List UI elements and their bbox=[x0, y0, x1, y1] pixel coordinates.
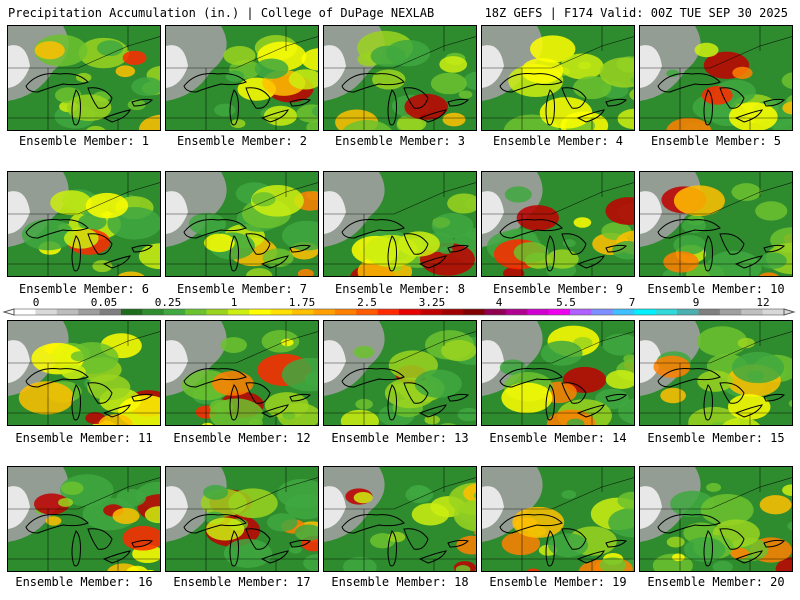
ensemble-map-panel bbox=[481, 25, 635, 131]
colorbar-swatch bbox=[206, 309, 229, 315]
colorbar-swatch bbox=[719, 309, 742, 315]
colorbar-swatch bbox=[441, 309, 464, 315]
ensemble-member-label: Ensemble Member: 5 bbox=[650, 134, 782, 148]
ensemble-map-panel bbox=[481, 466, 635, 572]
ensemble-map-panel bbox=[7, 171, 161, 277]
colorbar-tick-label: 0 bbox=[33, 296, 40, 309]
colorbar-swatch bbox=[762, 309, 785, 315]
colorbar-swatch bbox=[56, 309, 79, 315]
ensemble-member-label: Ensemble Member: 13 bbox=[331, 431, 469, 445]
colorbar-tick-label: 1 bbox=[231, 296, 238, 309]
colorbar-swatch bbox=[35, 309, 58, 315]
colorbar-swatch bbox=[677, 309, 699, 315]
colorbar-swatch bbox=[334, 309, 357, 315]
colorbar-swatch bbox=[570, 309, 592, 315]
colorbar-swatch bbox=[270, 309, 293, 315]
ensemble-member-label: Ensemble Member: 7 bbox=[176, 282, 308, 296]
product-title: Precipitation Accumulation (in.) | Colle… bbox=[8, 6, 435, 20]
ensemble-map-panel bbox=[481, 320, 635, 426]
colorbar-swatch bbox=[505, 309, 528, 315]
colorbar-swatch bbox=[142, 309, 165, 315]
ensemble-member-label: Ensemble Member: 6 bbox=[18, 282, 150, 296]
colorbar-swatch bbox=[292, 309, 314, 315]
colorbar-swatch bbox=[463, 309, 486, 315]
colorbar-tick-label: 1.75 bbox=[289, 296, 316, 309]
colorbar-swatch bbox=[634, 309, 657, 315]
colorbar-swatch bbox=[399, 309, 421, 315]
colorbar-swatch bbox=[14, 309, 36, 315]
ensemble-member-label: Ensemble Member: 14 bbox=[489, 431, 627, 445]
colorbar-swatch bbox=[484, 309, 507, 315]
ensemble-member-label: Ensemble Member: 1 bbox=[18, 134, 150, 148]
ensemble-map-panel bbox=[481, 171, 635, 277]
ensemble-map-panel bbox=[165, 171, 319, 277]
ensemble-map-panel bbox=[639, 171, 793, 277]
colorbar-swatch bbox=[249, 309, 272, 315]
colorbar-swatch bbox=[591, 309, 614, 315]
colorbar-swatch bbox=[527, 309, 550, 315]
colorbar-max-arrow bbox=[783, 308, 796, 316]
ensemble-map-panel bbox=[7, 466, 161, 572]
colorbar-tick-label: 0.05 bbox=[91, 296, 118, 309]
colorbar-swatch bbox=[99, 309, 122, 315]
colorbar-swatch bbox=[185, 309, 207, 315]
ensemble-map-panel bbox=[165, 320, 319, 426]
colorbar-swatch bbox=[612, 309, 635, 315]
ensemble-map-panel bbox=[7, 320, 161, 426]
ensemble-member-label: Ensemble Member: 8 bbox=[334, 282, 466, 296]
ensemble-member-label: Ensemble Member: 9 bbox=[492, 282, 624, 296]
precip-colorbar: 0 0.05 0.25 1 1.75 2.5 3.25 4 5.5 7 9 12 bbox=[2, 296, 796, 316]
colorbar-swatch bbox=[163, 309, 186, 315]
colorbar-tick-label: 5.5 bbox=[556, 296, 576, 309]
colorbar-swatch bbox=[377, 309, 400, 315]
colorbar-tick-label: 0.25 bbox=[155, 296, 182, 309]
colorbar-tick-label: 4 bbox=[496, 296, 503, 309]
ensemble-member-label: Ensemble Member: 18 bbox=[331, 575, 469, 589]
colorbar-swatch bbox=[741, 309, 764, 315]
colorbar-swatch bbox=[548, 309, 571, 315]
colorbar-tick-label: 3.25 bbox=[419, 296, 446, 309]
colorbar-swatch bbox=[120, 309, 143, 315]
colorbar-swatch bbox=[78, 309, 101, 315]
ensemble-map-panel bbox=[165, 466, 319, 572]
colorbar-tick-label: 9 bbox=[693, 296, 700, 309]
colorbar-tick-label: 12 bbox=[756, 296, 769, 309]
ensemble-member-label: Ensemble Member: 2 bbox=[176, 134, 308, 148]
ensemble-map-panel bbox=[7, 25, 161, 131]
ensemble-member-label: Ensemble Member: 20 bbox=[647, 575, 785, 589]
ensemble-member-label: Ensemble Member: 19 bbox=[489, 575, 627, 589]
ensemble-member-label: Ensemble Member: 4 bbox=[492, 134, 624, 148]
ensemble-map-panel bbox=[323, 25, 477, 131]
colorbar-swatch bbox=[227, 309, 250, 315]
ensemble-member-label: Ensemble Member: 11 bbox=[15, 431, 153, 445]
colorbar-tick-label: 2.5 bbox=[357, 296, 377, 309]
ensemble-map-panel bbox=[639, 466, 793, 572]
colorbar-swatch bbox=[313, 309, 336, 315]
colorbar-swatch bbox=[655, 309, 678, 315]
ensemble-member-label: Ensemble Member: 17 bbox=[173, 575, 311, 589]
ensemble-member-label: Ensemble Member: 3 bbox=[334, 134, 466, 148]
ensemble-member-label: Ensemble Member: 12 bbox=[173, 431, 311, 445]
ensemble-map-panel bbox=[165, 25, 319, 131]
colorbar-min-arrow bbox=[2, 308, 15, 316]
ensemble-member-label: Ensemble Member: 10 bbox=[647, 282, 785, 296]
model-run-valid-time: 18Z GEFS | F174 Valid: 00Z TUE SEP 30 20… bbox=[484, 6, 788, 20]
ensemble-map-panel bbox=[323, 466, 477, 572]
ensemble-member-label: Ensemble Member: 15 bbox=[647, 431, 785, 445]
colorbar-swatch bbox=[420, 309, 443, 315]
ensemble-map-panel bbox=[639, 25, 793, 131]
ensemble-member-label: Ensemble Member: 16 bbox=[15, 575, 153, 589]
colorbar-tick-label: 7 bbox=[629, 296, 636, 309]
ensemble-map-panel bbox=[639, 320, 793, 426]
colorbar-swatch bbox=[356, 309, 379, 315]
ensemble-map-panel bbox=[323, 171, 477, 277]
colorbar-swatch bbox=[698, 309, 721, 315]
ensemble-map-panel bbox=[323, 320, 477, 426]
